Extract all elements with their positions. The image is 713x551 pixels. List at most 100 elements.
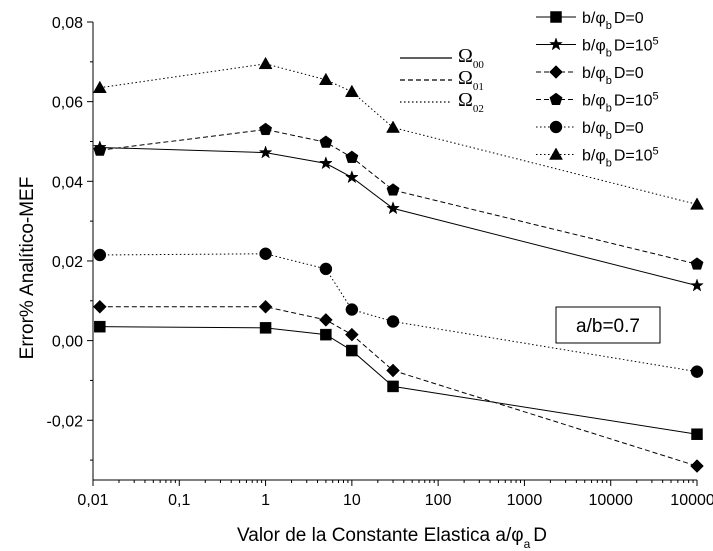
y-tick-label: 0,06: [52, 95, 83, 112]
annotation-text: a/b=0.7: [576, 316, 640, 337]
data-point-triangle: [92, 80, 107, 93]
x-tick-label: 1000: [507, 492, 543, 509]
legend-label-phi: φ: [595, 93, 605, 110]
data-point-square: [387, 380, 399, 393]
data-point-triangle: [318, 72, 333, 85]
series-line-2: [99, 146, 698, 287]
series-line-6: [99, 63, 698, 205]
legend-label-sub: b: [606, 75, 612, 87]
legend-label-post: D=10: [614, 93, 653, 110]
data-point-diamond: [319, 313, 333, 327]
data-point-square: [346, 344, 358, 357]
legend-marker-circle: [549, 120, 563, 134]
series-layer: [92, 56, 704, 473]
legend-marker-square: [550, 11, 562, 23]
data-point-circle: [345, 303, 359, 316]
data-point-circle: [259, 247, 272, 261]
omega-symbol: Ω: [458, 89, 473, 111]
y-axis-title: Error% Analítico-MEF: [17, 177, 38, 360]
legend-label-phi: φ: [595, 38, 605, 55]
legend-label-pre: b/: [582, 120, 596, 137]
data-point-pentagon: [345, 150, 359, 163]
style-legend-label: Ω00: [458, 45, 484, 71]
style-legend-item-1: Ω00: [400, 45, 484, 71]
style-legend-item-2: Ω01: [400, 67, 484, 93]
legend-label-sup: 5: [653, 91, 659, 103]
legend-label-pre: b/: [582, 148, 596, 165]
legend-label-pre: b/: [582, 65, 596, 82]
data-point-diamond: [386, 363, 400, 378]
legend-label-pre: b/: [582, 93, 596, 110]
data-point-diamond: [690, 459, 704, 473]
legend-label-post: D=0: [614, 120, 644, 137]
data-point-pentagon: [259, 122, 273, 136]
series-4: [93, 122, 704, 270]
legend-label-post: D=10: [614, 38, 653, 55]
y-tick-label: -0,02: [47, 413, 84, 430]
x-tick-label: 0,01: [77, 492, 108, 509]
legend-label-post: D=0: [614, 65, 644, 82]
legend-label-phi: φ: [595, 10, 605, 27]
annotation-box: a/b=0.7: [555, 306, 661, 344]
legend-label-post: D=0: [614, 10, 644, 27]
legend-label-post: D=10: [614, 148, 653, 165]
omega-symbol: Ω: [458, 45, 473, 67]
x-tick-label: 100: [425, 492, 452, 509]
series-line-5: [99, 253, 698, 373]
omega-symbol: Ω: [458, 67, 473, 89]
series-line-1: [99, 326, 698, 435]
data-point-diamond: [92, 299, 107, 314]
data-point-circle: [690, 365, 704, 378]
legend-item-1: b/φb D=0: [536, 10, 644, 32]
series-5: [93, 247, 704, 378]
series-1: [94, 320, 703, 440]
data-point-circle: [93, 248, 107, 262]
data-point-pentagon: [319, 135, 333, 148]
data-point-pentagon: [93, 143, 107, 156]
legend-marker-triangle: [549, 147, 563, 160]
plot-frame: [92, 22, 697, 481]
y-tick-label: 0,04: [52, 174, 83, 191]
data-point-circle: [319, 262, 333, 276]
legend-label-pre: b/: [582, 38, 596, 55]
data-point-diamond: [258, 299, 273, 314]
legend-label-sub: b: [606, 158, 612, 170]
legend-label: b/φb D=105: [582, 36, 659, 60]
legend-marker-star: [549, 37, 563, 51]
data-point-triangle: [344, 84, 359, 97]
data-point-pentagon: [386, 183, 400, 196]
legend-label-sub: b: [606, 48, 612, 60]
data-point-triangle: [690, 197, 704, 210]
series-3: [92, 299, 704, 473]
legend-label-sub: b: [606, 20, 612, 32]
data-point-triangle: [386, 120, 400, 133]
style-legend-item-3: Ω02: [400, 89, 484, 115]
data-point-triangle: [258, 56, 273, 70]
x-axis: 0,01 0,1 1 10 100 1000 10000 100000: [77, 480, 713, 509]
data-point-star: [386, 201, 400, 215]
data-point-pentagon: [690, 257, 704, 270]
legend-label: b/φb D=0: [582, 65, 644, 87]
style-legend-label: Ω02: [458, 89, 484, 115]
legend-label: b/φb D=0: [582, 10, 644, 32]
data-point-square: [94, 320, 106, 333]
x-tick-label: 100000: [670, 492, 713, 509]
series-6: [92, 56, 704, 210]
data-point-square: [691, 428, 703, 440]
y-tick-label: 0,00: [52, 334, 83, 351]
data-point-square: [320, 328, 332, 341]
data-point-star: [690, 278, 704, 292]
legend-label-phi: φ: [595, 120, 605, 137]
x-axis-title-tail: D: [533, 525, 547, 546]
legend-label-sup: 5: [653, 146, 659, 158]
y-tick-label: 0,08: [52, 15, 83, 32]
legend-label-pre: b/: [582, 10, 596, 27]
legend-item-4: b/φb D=105: [536, 91, 659, 115]
legend-label-sub: b: [606, 130, 612, 142]
legend-item-3: b/φb D=0: [536, 65, 644, 87]
legend-label: b/φb D=105: [582, 91, 659, 115]
legend-item-5: b/φb D=0: [536, 120, 644, 142]
legend-label: b/φb D=0: [582, 120, 644, 142]
